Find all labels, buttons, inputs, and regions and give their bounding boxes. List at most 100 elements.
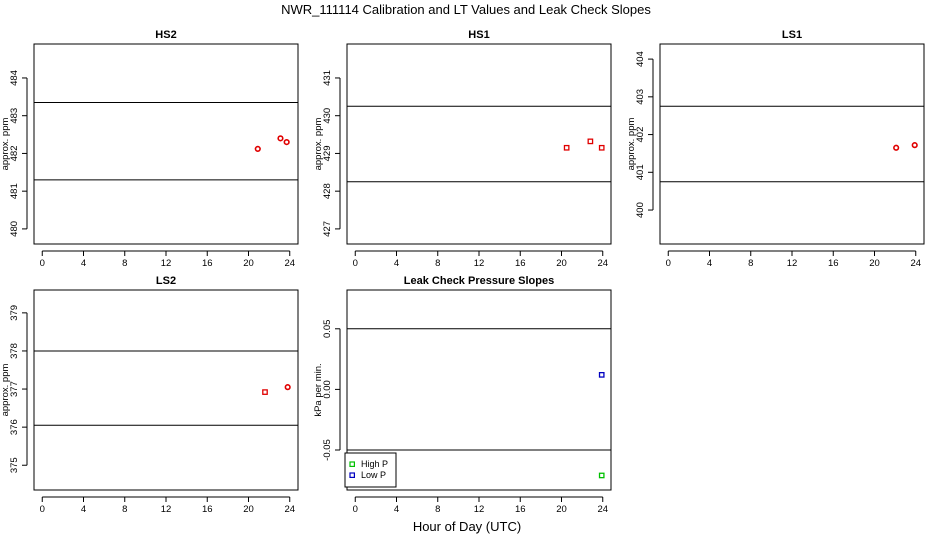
y-tick-label: 379 xyxy=(9,305,20,321)
panel-hs1: HS1 0 4 8 12 16 20 24 427 428 429 430 431 approx. ppm xyxy=(313,29,612,269)
legend-swatch xyxy=(349,461,356,468)
x-tick-label: 24 xyxy=(284,258,295,269)
y-tick-label: 429 xyxy=(322,146,333,162)
y-tick-label: 481 xyxy=(9,183,20,199)
y-axis-label: approx. ppm xyxy=(0,364,11,417)
panel-hs2: HS2 0 4 8 12 16 20 24 480 481 482 483 484 approx. ppm xyxy=(0,29,299,269)
data-point xyxy=(284,384,291,391)
legend-box xyxy=(344,452,397,488)
x-tick-label: 12 xyxy=(474,258,485,269)
x-tick-label: 4 xyxy=(81,504,86,515)
panel-title: HS2 xyxy=(155,29,176,41)
x-tick-label: 0 xyxy=(40,258,45,269)
y-tick-label: 482 xyxy=(9,146,20,162)
x-tick-label: 16 xyxy=(202,504,213,515)
y-tick-label: 400 xyxy=(635,202,646,218)
plot-frame xyxy=(33,289,299,491)
y-axis-label: approx. ppm xyxy=(313,118,324,171)
legend-label: Low P xyxy=(361,470,386,480)
data-point xyxy=(254,145,261,153)
x-tick-label: 12 xyxy=(161,258,172,269)
y-tick-label: -0.05 xyxy=(322,439,333,461)
y-tick-label: 378 xyxy=(9,343,20,359)
data-point xyxy=(587,138,594,145)
y-tick-label: 401 xyxy=(635,164,646,180)
panel-leak: Leak Check Pressure Slopes 0 4 8 12 16 20 24 -0.… xyxy=(313,275,612,515)
x-tick-label: 12 xyxy=(474,504,485,515)
legend-label: High P xyxy=(361,459,388,469)
x-tick-label: 24 xyxy=(284,504,295,515)
x-tick-label: 8 xyxy=(435,504,440,515)
y-axis-label: approx. ppm xyxy=(0,118,11,171)
x-tick-label: 24 xyxy=(597,504,608,515)
x-tick-label: 16 xyxy=(202,258,213,269)
figure-x-axis-label: Hour of Day (UTC) xyxy=(413,519,521,534)
data-point xyxy=(893,144,900,151)
y-tick-label: 484 xyxy=(9,70,20,86)
panel-title: HS1 xyxy=(468,29,489,41)
data-point xyxy=(911,142,918,149)
x-tick-label: 4 xyxy=(81,258,86,269)
panel-title: Leak Check Pressure Slopes xyxy=(404,275,554,287)
x-tick-label: 4 xyxy=(394,258,399,269)
y-tick-label: 403 xyxy=(635,89,646,105)
panel-ls1: LS1 0 4 8 12 16 20 24 400 401 402 403 404 approx. ppm xyxy=(626,29,925,269)
x-tick-label: 0 xyxy=(666,258,671,269)
data-point xyxy=(277,135,284,142)
y-tick-label: 0.00 xyxy=(322,380,333,399)
x-tick-label: 16 xyxy=(515,504,526,515)
x-tick-label: 0 xyxy=(40,504,45,515)
y-tick-label: 431 xyxy=(322,70,333,86)
x-tick-label: 8 xyxy=(748,258,753,269)
y-tick-label: 402 xyxy=(635,127,646,143)
plot-frame xyxy=(346,43,612,245)
x-tick-label: 4 xyxy=(394,504,399,515)
panel-title: LS2 xyxy=(156,275,176,287)
data-point xyxy=(598,472,605,479)
panel-ls2: LS2 0 4 8 12 16 20 24 375 376 377 378 379 approx. ppm xyxy=(0,275,299,515)
plot-frame xyxy=(346,289,612,491)
y-tick-label: 0.05 xyxy=(322,320,333,339)
x-tick-label: 20 xyxy=(243,504,254,515)
y-tick-label: 430 xyxy=(322,108,333,124)
x-tick-label: 16 xyxy=(828,258,839,269)
data-point xyxy=(563,144,570,151)
y-tick-label: 404 xyxy=(635,51,646,67)
panel-title: LS1 xyxy=(782,29,802,41)
y-axis-label: approx. ppm xyxy=(626,118,637,171)
x-tick-label: 12 xyxy=(787,258,798,269)
plot-frame xyxy=(33,43,299,245)
y-tick-label: 375 xyxy=(9,457,20,473)
data-point xyxy=(598,144,605,151)
data-point xyxy=(262,389,268,395)
data-point xyxy=(598,371,605,378)
x-tick-label: 8 xyxy=(122,258,127,269)
x-tick-label: 12 xyxy=(161,504,172,515)
legend-swatch xyxy=(349,472,356,479)
x-tick-label: 4 xyxy=(707,258,712,269)
x-tick-label: 0 xyxy=(353,258,358,269)
data-point xyxy=(283,139,290,146)
plot-frame xyxy=(659,43,925,245)
y-tick-label: 428 xyxy=(322,183,333,199)
y-tick-label: 427 xyxy=(322,221,333,237)
figure-title: NWR_111114 Calibration and LT Values and… xyxy=(281,2,651,17)
x-tick-label: 20 xyxy=(243,258,254,269)
x-tick-label: 8 xyxy=(122,504,127,515)
x-tick-label: 16 xyxy=(515,258,526,269)
y-tick-label: 376 xyxy=(9,419,20,435)
x-tick-label: 0 xyxy=(353,504,358,515)
y-tick-label: 480 xyxy=(9,221,20,237)
y-tick-label: 377 xyxy=(9,381,20,397)
y-axis-label: kPa per min. xyxy=(313,363,324,416)
x-tick-label: 24 xyxy=(910,258,921,269)
x-tick-label: 20 xyxy=(556,258,567,269)
x-tick-label: 8 xyxy=(435,258,440,269)
x-tick-label: 20 xyxy=(556,504,567,515)
y-tick-label: 483 xyxy=(9,108,20,124)
x-tick-label: 20 xyxy=(869,258,880,269)
x-tick-label: 24 xyxy=(597,258,608,269)
